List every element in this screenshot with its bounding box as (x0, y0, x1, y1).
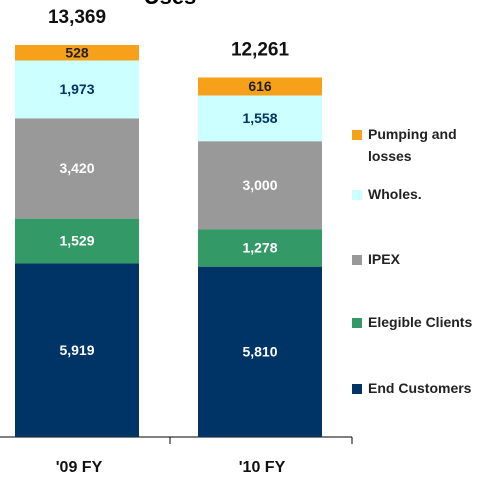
data-label: 3,420 (59, 160, 94, 176)
bar-segment (15, 263, 139, 437)
data-label: 3,000 (242, 177, 277, 193)
bar-segment (198, 77, 322, 96)
data-label: 1,278 (242, 240, 277, 256)
bar-segment (198, 141, 322, 230)
legend-label: IPEX (368, 251, 400, 267)
data-label: 5,919 (59, 342, 94, 358)
bar-segment (15, 218, 139, 264)
legend-swatch (352, 384, 362, 394)
total-label: 12,261 (231, 39, 290, 60)
data-label: 528 (65, 44, 89, 60)
data-label: 616 (248, 78, 272, 94)
x-tick-label: '09 FY (56, 459, 103, 476)
total-label: 13,369 (48, 7, 106, 28)
bar-segment (198, 229, 322, 267)
legend-label: Wholes. (368, 186, 422, 202)
data-label: 1,529 (59, 233, 94, 249)
bar-segment (198, 95, 322, 142)
bar-segment (15, 118, 139, 219)
chart-title: Uses (144, 0, 197, 9)
legend-label: End Customers (368, 380, 472, 396)
data-label: 1,973 (59, 81, 94, 97)
legend-label: Pumping and losses (368, 126, 457, 164)
legend-swatch (352, 190, 362, 200)
bar-segment (15, 60, 139, 119)
legend-item: End Customers (352, 380, 492, 399)
bar-segment (15, 45, 139, 61)
legend-swatch (352, 318, 362, 328)
legend-item: Elegible Clients (352, 314, 492, 333)
legend-item: Wholes. (352, 186, 492, 205)
x-tick-label: '10 FY (239, 459, 286, 476)
data-label: 1,558 (242, 110, 277, 126)
bar-segment (198, 266, 322, 437)
legend-swatch (352, 130, 362, 140)
legend-item: Pumping and losses (352, 126, 492, 167)
legend-label: Elegible Clients (368, 314, 473, 330)
legend-item: IPEX (352, 251, 492, 270)
legend-swatch (352, 255, 362, 265)
data-label: 5,810 (242, 344, 277, 360)
